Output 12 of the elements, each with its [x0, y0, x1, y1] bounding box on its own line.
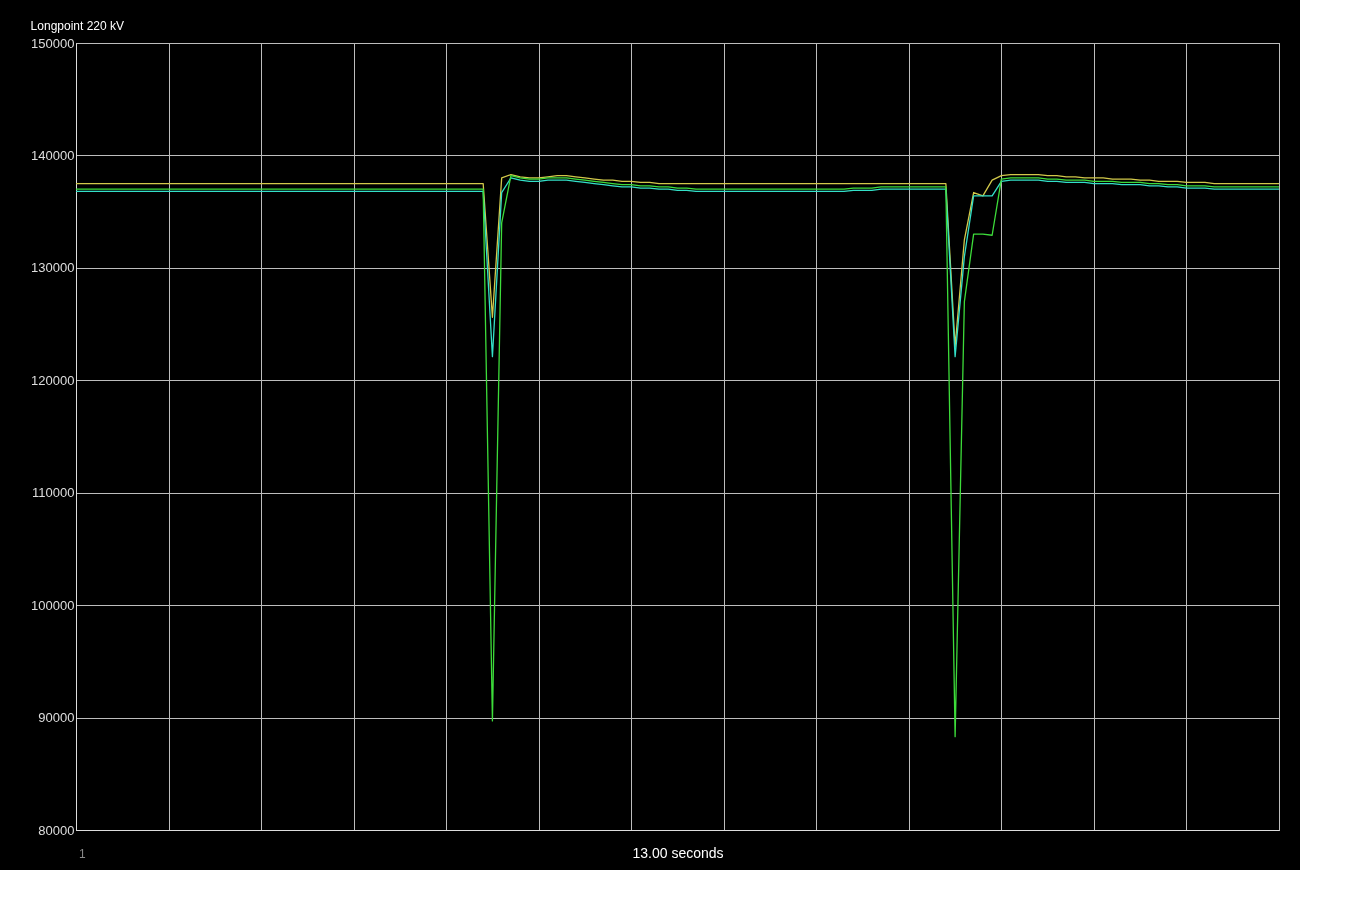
y-tick-label: 140000: [31, 147, 75, 163]
y-tick-label: 150000: [31, 35, 75, 51]
line-series: [75, 175, 1280, 738]
y-tick-label: 110000: [32, 485, 75, 501]
x-axis-title: 13.00 seconds: [632, 844, 724, 861]
y-tick-label: 130000: [31, 260, 75, 276]
text: 1: [79, 847, 86, 861]
y-tick-label: 120000: [31, 372, 75, 388]
y-tick-label: 90000: [38, 710, 75, 726]
chart-title: Longpoint 220 kV: [30, 19, 125, 33]
y-tick-label: 80000: [38, 822, 75, 838]
y-tick-label: 100000: [31, 597, 75, 613]
